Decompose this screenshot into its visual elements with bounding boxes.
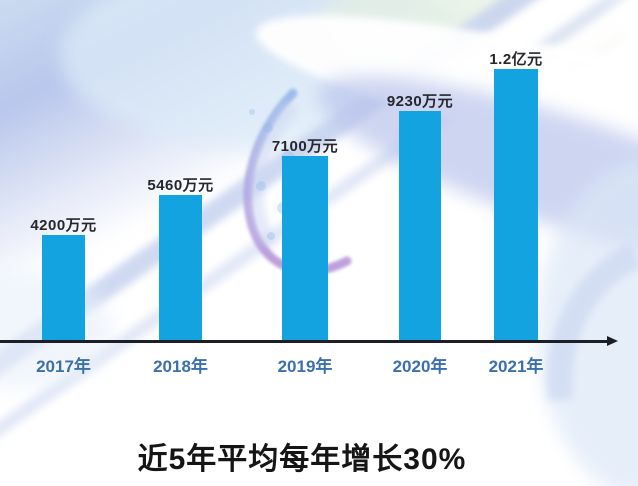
x-tick-label: 2021年 [488, 357, 544, 376]
x-tick-label: 2018年 [153, 357, 208, 376]
bar-value-label: 4200万元 [30, 217, 97, 234]
x-axis-arrow-icon [607, 336, 618, 346]
x-tick-label: 2019年 [277, 357, 333, 376]
bar-2018年 [159, 195, 202, 341]
bar-value-label: 5460万元 [147, 177, 214, 194]
bar-2021年 [494, 69, 538, 341]
x-axis-line [0, 336, 618, 346]
bar-2019年 [282, 156, 328, 341]
x-tick-label: 2020年 [392, 357, 448, 376]
bar-value-label: 9230万元 [386, 93, 454, 110]
bar-2017年 [42, 235, 85, 341]
caption-text: 近5年平均每年增长30% [137, 443, 467, 476]
x-tick-label: 2017年 [36, 357, 91, 376]
bar-value-label: 7100万元 [271, 138, 339, 155]
bar-2020年 [399, 111, 441, 341]
bar-value-label: 1.2亿元 [489, 51, 543, 68]
